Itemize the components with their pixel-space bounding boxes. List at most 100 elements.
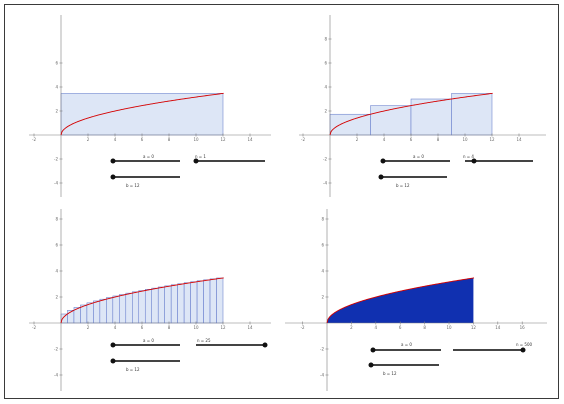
slider-track[interactable]	[113, 160, 180, 162]
x-tick-label: 2	[87, 325, 90, 330]
riemann-rectangle	[196, 280, 204, 324]
y-tick-label: -4	[54, 373, 58, 378]
slider-label: b = 12	[396, 183, 410, 188]
y-tick-label: -2	[54, 347, 58, 352]
function-curve	[326, 277, 475, 324]
riemann-rectangle	[164, 285, 172, 324]
slider-track[interactable]	[383, 160, 450, 162]
x-tick-label: -2	[32, 137, 36, 142]
graph-canvas: -2 2 4 6 8 10 12 14 8 6 4 2 -2 -4	[299, 15, 546, 197]
y-tick-label: 2	[55, 295, 58, 300]
riemann-rectangle	[132, 291, 140, 324]
riemann-rectangle	[106, 297, 114, 324]
slider-track[interactable]	[113, 344, 180, 346]
slider-label: a = 0	[143, 154, 154, 159]
graph-canvas: -2 2 4 6 8 10 12 14 16 8 6 4 2 -2 -4	[285, 209, 547, 391]
riemann-rectangle	[60, 313, 68, 324]
riemann-rectangle	[151, 287, 159, 324]
slider-knob[interactable]	[380, 158, 386, 164]
x-tick-label: 6	[141, 325, 144, 330]
y-tick-label: -4	[320, 373, 324, 378]
slider-label: b = 12	[383, 371, 397, 376]
x-tick-label: 2	[87, 137, 90, 142]
x-tick-label: 4	[383, 137, 386, 142]
riemann-rectangle	[93, 300, 101, 324]
riemann-rectangle	[183, 282, 191, 324]
x-tick-label: -2	[301, 137, 305, 142]
slider-knob[interactable]	[110, 342, 116, 348]
x-tick-label: 12	[220, 325, 226, 330]
slider-label: a = 0	[413, 154, 424, 159]
slider-label: b = 12	[126, 183, 140, 188]
slider-track[interactable]	[196, 344, 265, 346]
y-tick-label: 8	[324, 37, 327, 42]
riemann-rectangle	[157, 286, 165, 324]
riemann-rectangle	[209, 278, 217, 324]
x-tick-label: 14	[247, 137, 253, 142]
x-tick-label: 2	[356, 137, 359, 142]
x-tick-label: 8	[168, 325, 171, 330]
slider-knob[interactable]	[110, 174, 116, 180]
function-curve	[60, 92, 224, 136]
riemann-rectangle	[203, 279, 211, 324]
integral-area	[327, 277, 474, 323]
riemann-rectangle	[112, 295, 120, 324]
slider-knob[interactable]	[368, 362, 374, 368]
y-tick-label: 4	[55, 85, 58, 90]
riemann-panel-n1: -2 2 4 6 8 10 12 14 6 4 2 -2 -4 a = 0 n = 1 b = 12	[25, 11, 275, 201]
x-tick-label: 6	[399, 325, 402, 330]
slider-track[interactable]	[373, 349, 441, 351]
slider-label: n = 1	[195, 154, 206, 159]
y-tick-label: 8	[321, 217, 324, 222]
y-tick-label: 4	[324, 85, 327, 90]
y-tick-label: 2	[321, 295, 324, 300]
x-tick-label: 8	[168, 137, 171, 142]
riemann-rectangle	[144, 289, 152, 324]
slider-knob[interactable]	[378, 174, 384, 180]
riemann-rectangle	[119, 294, 127, 324]
slider-knob[interactable]	[370, 347, 376, 353]
x-tick-label: 10	[462, 137, 468, 142]
slider-track[interactable]	[113, 176, 180, 178]
slider-track[interactable]	[381, 176, 447, 178]
slider-track[interactable]	[465, 160, 533, 162]
x-tick-label: 14	[495, 325, 501, 330]
x-tick-label: 10	[446, 325, 452, 330]
x-tick-label: 14	[247, 325, 253, 330]
x-tick-label: 10	[193, 325, 199, 330]
x-tick-label: 12	[471, 325, 477, 330]
graph-canvas: -2 2 4 6 8 10 12 14 6 4 2 -2 -4	[29, 15, 271, 197]
slider-knob[interactable]	[193, 158, 199, 164]
y-tick-label: 8	[55, 217, 58, 222]
riemann-rectangle	[216, 277, 224, 324]
riemann-panel-n500: -2 2 4 6 8 10 12 14 16 8 6 4 2 -2 -4 a = 0 n = 500 b = 12	[281, 205, 551, 395]
y-tick-label: 4	[55, 269, 58, 274]
x-tick-label: 10	[193, 137, 199, 142]
slider-track[interactable]	[453, 349, 523, 351]
slider-track[interactable]	[371, 364, 439, 366]
slider-label: n = 25	[197, 338, 211, 343]
x-tick-label: 4	[375, 325, 378, 330]
riemann-rectangle	[370, 105, 412, 136]
slider-knob[interactable]	[262, 342, 268, 348]
x-tick-label: 2	[350, 325, 353, 330]
riemann-rectangle	[86, 302, 94, 324]
x-tick-label: 12	[489, 137, 495, 142]
slider-label: n = 500	[516, 342, 533, 347]
slider-track[interactable]	[196, 160, 265, 162]
x-tick-label: -2	[301, 325, 305, 330]
slider-knob[interactable]	[471, 158, 476, 164]
y-tick-label: 2	[324, 109, 327, 114]
slider-label: n = 4	[463, 154, 474, 159]
x-tick-label: 16	[520, 325, 526, 330]
slider-knob[interactable]	[520, 347, 526, 353]
y-tick-label: -2	[323, 157, 327, 162]
slider-label: a = 0	[401, 342, 412, 347]
riemann-rectangle	[138, 290, 146, 324]
slider-track[interactable]	[113, 360, 180, 362]
slider-knob[interactable]	[110, 358, 116, 364]
slider-label: a = 0	[143, 338, 154, 343]
y-tick-label: -4	[323, 181, 327, 186]
slider-knob[interactable]	[110, 158, 116, 164]
x-tick-label: 8	[423, 325, 426, 330]
